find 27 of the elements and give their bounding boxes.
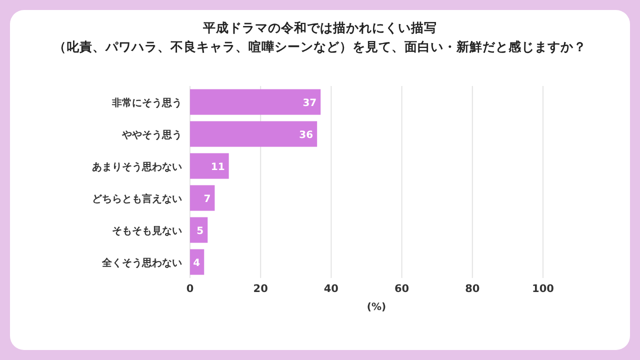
x-tick-label: 60 xyxy=(394,283,410,295)
x-tick-label: 0 xyxy=(186,283,194,295)
bar xyxy=(190,185,215,211)
bar xyxy=(190,89,321,115)
data-label: 7 xyxy=(204,194,211,205)
y-tick-label: ややそう思う xyxy=(121,129,182,141)
y-tick-label: あまりそう思わない xyxy=(92,161,182,173)
y-tick-label: 全くそう思わない xyxy=(101,257,182,269)
data-label: 11 xyxy=(210,162,225,173)
chart-title: 平成ドラマの令和では描かれにくい描写 xyxy=(202,20,437,35)
x-axis-title: (%) xyxy=(366,302,386,313)
y-tick-label: 非常にそう思う xyxy=(111,97,182,109)
x-tick-label: 20 xyxy=(253,283,268,295)
x-tick-label: 100 xyxy=(532,283,554,295)
bar xyxy=(190,249,204,275)
data-label: 4 xyxy=(193,258,200,269)
data-label: 36 xyxy=(299,130,314,141)
data-label: 5 xyxy=(196,226,204,237)
x-tick-label: 40 xyxy=(324,283,339,295)
bar xyxy=(190,217,208,243)
bar xyxy=(190,153,229,179)
chart-subtitle: （叱責、パワハラ、不良キャラ、喧嘩シーンなど）を見て、面白い・新鮮だと感じますか？ xyxy=(54,39,586,54)
bar xyxy=(190,121,318,147)
y-tick-label: そもそも見ない xyxy=(112,225,182,237)
data-label: 37 xyxy=(302,98,317,109)
y-tick-label: どちらとも言えない xyxy=(92,193,182,205)
x-tick-label: 80 xyxy=(465,283,480,295)
